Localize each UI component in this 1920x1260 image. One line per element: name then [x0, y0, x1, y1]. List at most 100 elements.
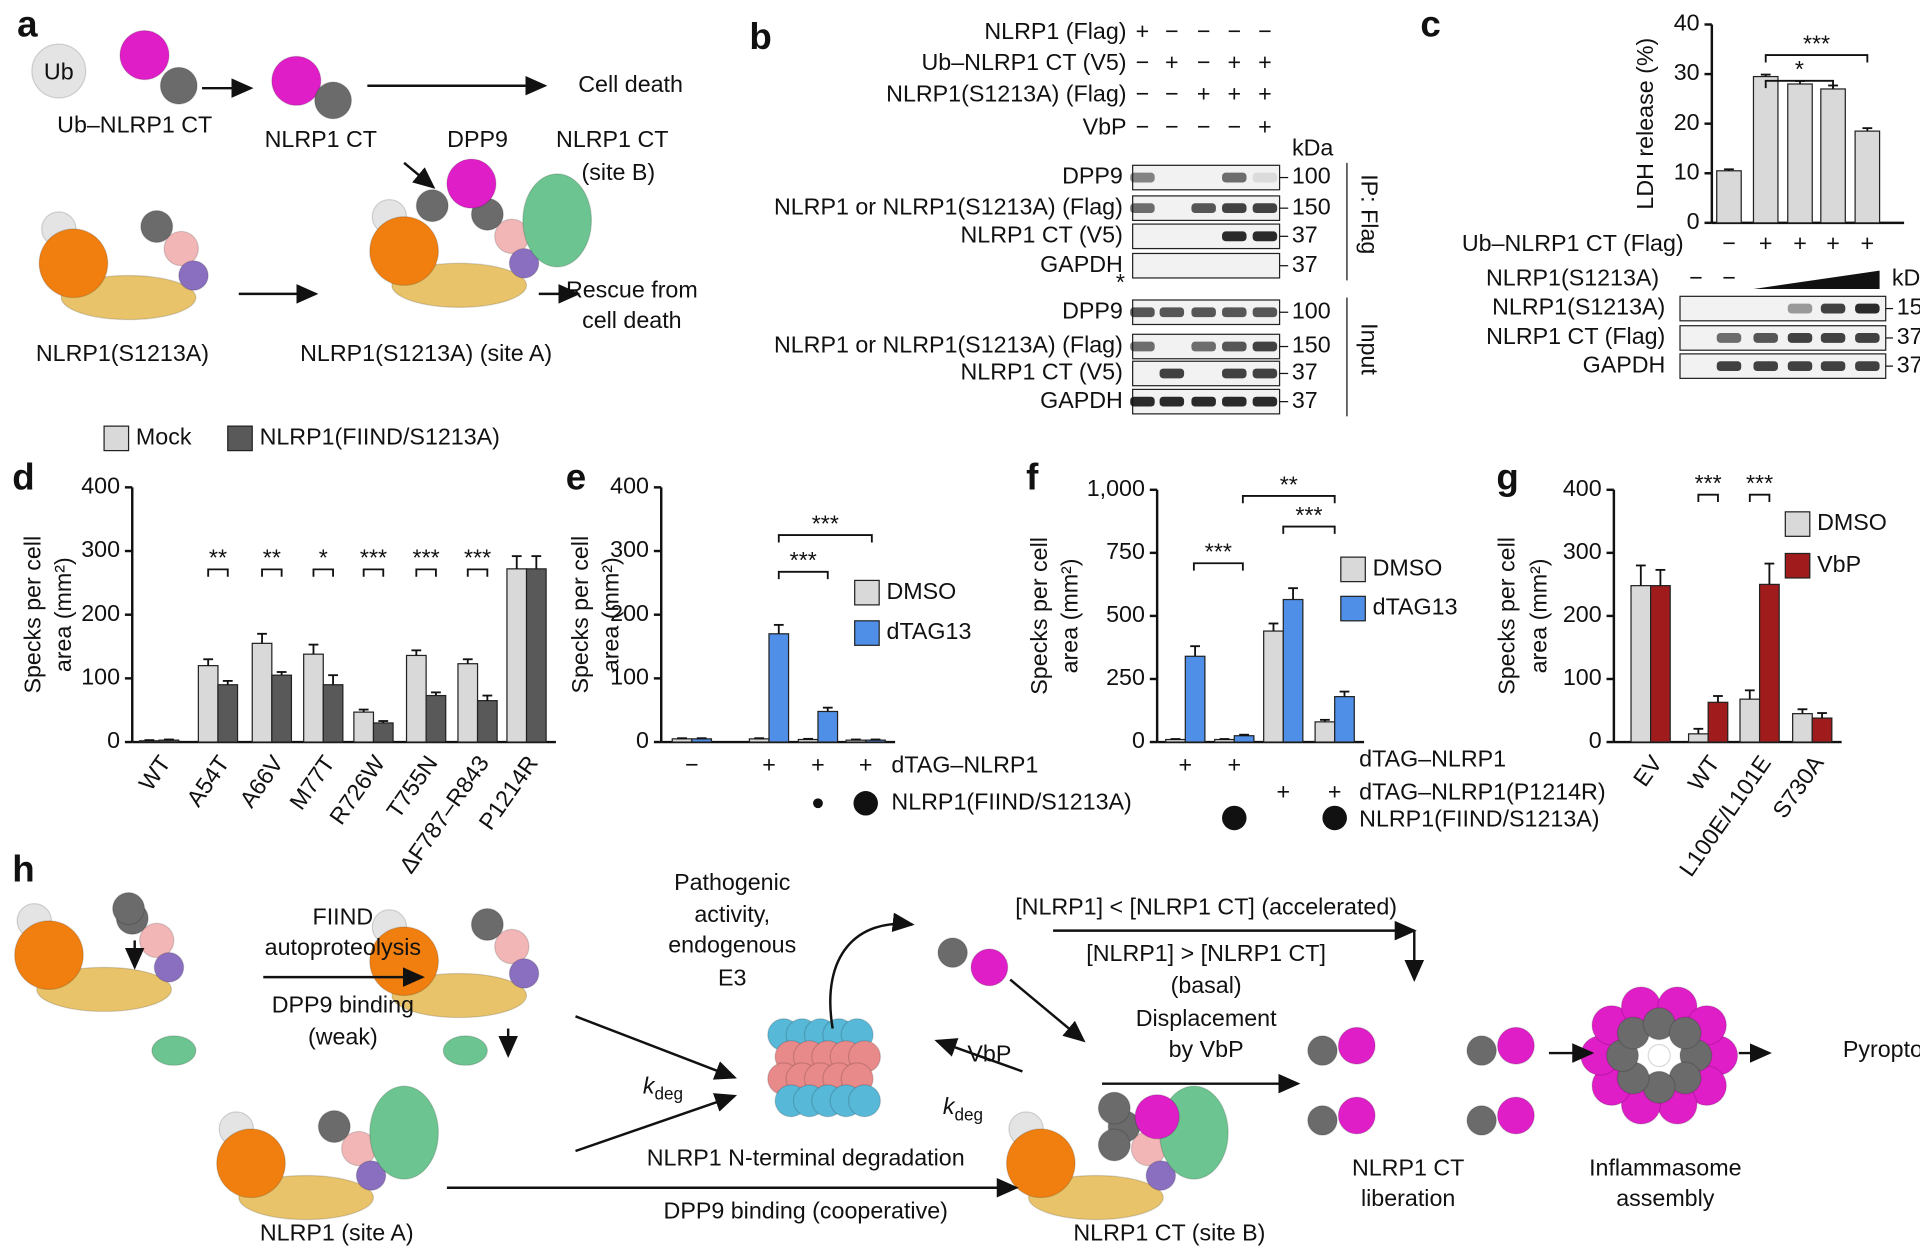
bar	[1314, 721, 1336, 743]
label: assembly	[1616, 1185, 1715, 1211]
sign: +	[1258, 49, 1272, 75]
error-bar	[462, 658, 473, 664]
sign: −	[1258, 18, 1272, 44]
band	[1252, 368, 1278, 379]
protein	[31, 43, 87, 99]
protein	[1647, 1043, 1671, 1068]
label: GAPDH	[1040, 251, 1123, 277]
error-bar	[1190, 645, 1200, 657]
bar	[1758, 583, 1780, 743]
significance: ***	[1746, 470, 1773, 496]
error-bar	[870, 738, 881, 741]
significance-bracket	[1192, 562, 1244, 571]
legend-label: DMSO	[1817, 509, 1887, 535]
sign: −	[685, 752, 699, 778]
bar	[768, 633, 790, 743]
legend-label: dTAG13	[1373, 594, 1458, 620]
bar	[1707, 701, 1729, 743]
significance: ***	[812, 510, 839, 536]
y-tick-label: 20	[1674, 109, 1700, 135]
significance-bracket	[466, 568, 489, 577]
bar	[251, 642, 273, 743]
sign: −	[1197, 114, 1211, 140]
bar	[1233, 735, 1255, 743]
significance: ***	[360, 545, 387, 571]
band	[1130, 203, 1155, 214]
dose-dot	[1222, 805, 1247, 831]
significance: *	[319, 545, 328, 571]
significance-bracket	[1764, 79, 1834, 89]
protein	[314, 81, 353, 120]
arrow	[829, 912, 915, 1029]
legend-label: DMSO	[887, 578, 957, 604]
sign: +	[1861, 230, 1875, 256]
y-tick-label: 200	[81, 600, 120, 626]
sign: −	[1197, 18, 1211, 44]
sign: −	[1722, 230, 1736, 256]
y-tick-label: 0	[1132, 727, 1145, 753]
label: endogenous	[668, 932, 796, 958]
rate-symbol: k	[943, 1093, 956, 1119]
error-bar	[144, 739, 155, 742]
label: NLRP1(S1213A)	[1486, 264, 1659, 290]
bar	[797, 738, 819, 743]
bar	[197, 665, 219, 743]
sign: −	[1165, 114, 1179, 140]
error-bar	[482, 694, 493, 701]
band	[1222, 307, 1247, 318]
bar	[1739, 698, 1761, 743]
protein	[1337, 1026, 1376, 1065]
arrow	[575, 1093, 738, 1153]
y-tick-label: 750	[1106, 538, 1145, 564]
bar	[671, 738, 693, 743]
significance: ***	[1695, 470, 1722, 496]
label: NLRP1 CT (V5)	[960, 221, 1122, 247]
band	[1222, 368, 1247, 379]
panel-letter: c	[1420, 4, 1440, 45]
y-axis-label: area (mm²)	[597, 557, 623, 672]
bar	[817, 710, 839, 743]
error-bar	[1239, 733, 1249, 736]
sign: +	[859, 752, 873, 778]
error-bar	[1635, 564, 1646, 586]
label: Cell death	[578, 71, 683, 97]
legend-swatch	[1784, 511, 1811, 537]
band	[1716, 333, 1742, 343]
blot	[1132, 252, 1281, 279]
kda: 150	[1292, 193, 1331, 219]
label: Ub–NLRP1 CT	[57, 111, 212, 137]
bar	[1687, 733, 1709, 743]
bar	[1752, 75, 1779, 224]
error-bar	[1219, 738, 1230, 740]
y-axis-label: Specks per cell	[19, 536, 45, 694]
significance: ***	[790, 547, 817, 573]
protein	[1145, 1160, 1177, 1191]
significance-bracket	[1764, 54, 1869, 63]
protein	[159, 66, 198, 105]
sign: −	[1689, 264, 1703, 290]
sign: +	[1258, 114, 1272, 140]
label: NLRP1 (Flag)	[984, 18, 1126, 44]
error-bar	[1288, 587, 1298, 600]
label: FIIND	[313, 904, 374, 930]
label: NLRP1 CT (V5)	[960, 359, 1122, 385]
label: NLRP1 CT	[556, 126, 668, 152]
bar	[691, 738, 713, 743]
protein	[1005, 1128, 1076, 1199]
bar	[217, 684, 239, 743]
protein	[1097, 1128, 1131, 1162]
label: Ub–NLRP1 CT (Flag)	[1462, 230, 1684, 256]
bar	[322, 684, 344, 743]
row-label: NLRP1(FIIND/S1213A)	[891, 788, 1131, 814]
y-tick-label: 30	[1674, 59, 1700, 85]
bar	[1282, 598, 1304, 743]
rate-symbol: k	[643, 1072, 656, 1098]
y-tick-label: 400	[81, 472, 120, 498]
error-bar	[431, 691, 441, 696]
kda: 100	[1292, 163, 1331, 189]
bar	[1854, 130, 1881, 224]
y-tick-label: 0	[1589, 727, 1602, 753]
legend-label: VbP	[1817, 551, 1861, 577]
protein	[151, 1035, 197, 1066]
band	[1855, 361, 1880, 372]
